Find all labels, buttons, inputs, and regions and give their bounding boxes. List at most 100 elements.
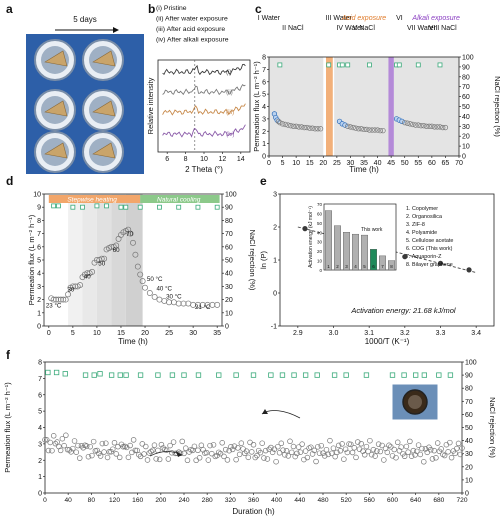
y-tick-label: 0	[38, 491, 42, 498]
panel-label-a: a	[6, 2, 13, 16]
y2-tick-label: 30	[465, 451, 473, 458]
flux-point	[275, 118, 282, 124]
flux-point	[196, 455, 203, 461]
rejection-point	[181, 372, 187, 378]
flux-point	[191, 443, 198, 450]
flux-point	[290, 123, 297, 129]
xrd-trace	[162, 84, 246, 96]
rejection-point	[123, 372, 129, 378]
inset-legend-entry: 7. Aquaporin-Z	[406, 254, 442, 260]
flux-point	[353, 125, 359, 131]
flux-point	[83, 443, 90, 449]
alkali-band	[388, 57, 394, 156]
flux-point	[374, 448, 380, 454]
flux-point	[447, 439, 453, 446]
acid-band	[326, 57, 333, 156]
panel-a-photos: 5 days pH=3.3 pH=7 pH=10.7	[17, 15, 144, 174]
inset-y-tick-label: 20	[317, 249, 323, 254]
y-tick-label: 6	[38, 392, 42, 399]
flux-point	[274, 117, 280, 123]
temperature-label: 21 °C	[195, 304, 211, 311]
x-tick-label: 40	[64, 497, 72, 504]
flux-point	[42, 437, 48, 443]
heating-step-band	[111, 194, 126, 326]
flux-point	[205, 457, 212, 463]
x-tick-label: 12	[219, 156, 227, 163]
membrane-sample	[92, 50, 116, 67]
flux-point	[204, 301, 211, 308]
flux-point	[221, 453, 227, 460]
flux-point	[398, 444, 404, 450]
flux-point	[452, 450, 458, 457]
flux-point	[414, 448, 420, 455]
flux-point	[375, 441, 382, 447]
rejection-point	[56, 203, 61, 209]
y-tick-label: 2	[262, 129, 266, 136]
flux-point	[455, 440, 462, 447]
x-tick-label: 35	[213, 330, 221, 337]
flux-point	[110, 446, 116, 452]
rejection-point	[367, 62, 372, 68]
flux-point	[408, 453, 415, 459]
flux-point	[363, 443, 370, 450]
trace-label: (ii)	[226, 90, 233, 96]
ph-label: pH=10.7	[17, 149, 24, 174]
inset-y-tick-label: 10	[317, 259, 323, 264]
y-tick-label: 0	[37, 324, 41, 331]
flux-point	[163, 447, 170, 453]
rejection-point	[339, 62, 345, 68]
flux-point	[149, 447, 156, 454]
rejection-point	[421, 372, 428, 378]
x-tick-label: 720	[456, 497, 467, 504]
y-tick-label: 4	[38, 425, 42, 432]
flux-point	[132, 447, 139, 454]
flux-point	[62, 296, 69, 303]
panel-label-b: b	[148, 2, 156, 16]
y-axis-label: ln (P)	[259, 251, 268, 269]
flux-point	[325, 451, 331, 458]
y-tick-label: 7	[262, 67, 266, 74]
flux-point	[156, 456, 163, 463]
flux-point	[309, 451, 316, 457]
flux-point	[292, 453, 298, 460]
flux-point	[53, 296, 59, 303]
activation-energy-note: Activation energy: 21.68 kJ/mol	[350, 306, 456, 315]
x-tick-label: 5	[281, 160, 285, 167]
flux-point	[440, 124, 446, 131]
flux-point	[437, 124, 443, 130]
inset-bar	[351, 233, 359, 271]
x-tick-label: 25	[165, 330, 173, 337]
y-tick-label: 8	[37, 218, 41, 225]
inset-bar	[333, 225, 341, 271]
x-tick-label: 15	[117, 330, 125, 337]
flux-point	[170, 439, 177, 445]
y-tick-label: 1	[273, 258, 277, 265]
x-tick-label: 55	[414, 160, 422, 167]
rejection-point	[302, 372, 309, 378]
rejection-point	[401, 372, 407, 378]
y2-tick-label: 70	[225, 231, 233, 238]
x-tick-label: 10	[292, 160, 300, 167]
panel-b-chart: (i) Pristine (ii) After water exposure (ii…	[146, 5, 251, 174]
heating-banner-label: Stepwise heating	[67, 197, 117, 204]
rejection-point	[314, 372, 320, 378]
flux-point	[261, 455, 267, 461]
inset-y-tick-label: 50	[317, 221, 323, 226]
flux-point	[424, 449, 431, 456]
flux-point	[65, 291, 72, 298]
flux-point	[374, 127, 381, 133]
flux-point	[364, 126, 370, 133]
rejection-point	[216, 372, 222, 378]
flux-point	[148, 448, 154, 455]
flux-point	[45, 447, 52, 454]
y-tick-label: 5	[262, 92, 266, 99]
trace-label: (iv)	[226, 132, 234, 138]
data-point	[437, 260, 444, 266]
flux-point	[224, 457, 231, 463]
y-tick-label: 4	[37, 271, 41, 278]
flux-point	[296, 124, 302, 130]
x-tick-label: 10	[93, 330, 101, 337]
stage-label: Acid exposure	[341, 15, 386, 22]
flux-point	[290, 443, 297, 450]
flux-point	[185, 300, 192, 307]
